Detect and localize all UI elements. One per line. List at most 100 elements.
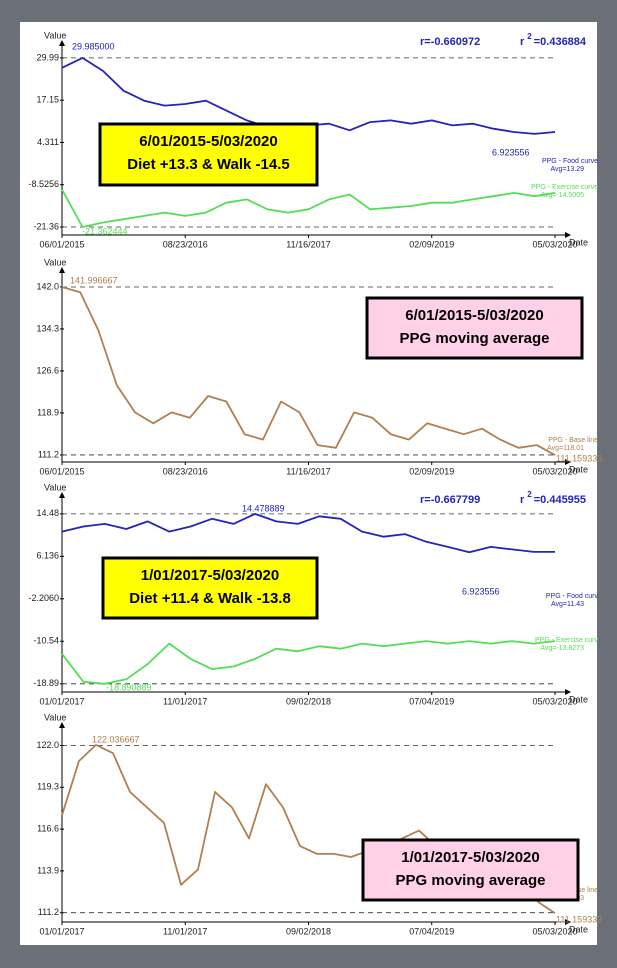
y-tick-label: 113.9: [37, 865, 59, 875]
y-tick-label: -2.2060: [28, 593, 59, 603]
y-tick-label: 111.2: [38, 449, 59, 459]
period-box: [361, 838, 580, 902]
x-arrow: [565, 919, 571, 925]
x-tick-label: 07/04/2019: [409, 696, 454, 706]
y-tick-label: -8.5256: [28, 179, 59, 189]
x-axis-label: Date: [569, 924, 588, 934]
r-squared-symbol: r: [520, 36, 525, 48]
x-tick-label: 06/01/2015: [39, 466, 84, 476]
x-axis-label: Date: [569, 464, 588, 474]
r-value: r=-0.667799: [420, 494, 480, 506]
x-tick-label: 05/03/2020: [532, 466, 577, 476]
period-box-text: 6/01/2015-5/03/2020: [139, 133, 277, 150]
point-label: 14.478889: [242, 503, 285, 513]
y-tick-label: 17.15: [36, 95, 59, 105]
legend-name: PPG - Base line: [548, 437, 598, 444]
legend-name: PPG - Food curv: [546, 593, 599, 600]
x-tick-label: 05/03/2020: [532, 926, 577, 936]
x-tick-label: 11/01/2017: [163, 696, 207, 706]
period-box-text: 6/01/2015-5/03/2020: [405, 307, 543, 324]
point-label: -18.890889: [106, 682, 152, 692]
y-tick-label: 6.136: [36, 551, 59, 561]
x-axis-label: Date: [569, 237, 588, 247]
x-tick-label: 01/01/2017: [39, 926, 84, 936]
period-box-text: PPG moving average: [399, 330, 549, 347]
point-label: 141.996667: [70, 275, 118, 285]
r-value: r=-0.660972: [420, 36, 480, 48]
period-box: [98, 122, 319, 187]
y-tick-label: 134.3: [36, 323, 59, 333]
y-tick-label: 126.6: [36, 365, 59, 375]
point-label: -21.362444: [82, 226, 128, 236]
period-box-text: PPG moving average: [395, 872, 545, 889]
x-tick-label: 07/04/2019: [409, 926, 454, 936]
x-tick-label: 08/23/2016: [163, 239, 208, 249]
period-box-text: 1/01/2017-5/03/2020: [401, 849, 539, 866]
point-label: 111.159333: [556, 914, 602, 924]
x-tick-label: 02/09/2019: [409, 466, 454, 476]
r-squared-power: 2: [527, 490, 532, 499]
y-tick-label: 116.6: [37, 823, 59, 833]
r-squared-power: 2: [527, 32, 532, 41]
y-tick-label: -21.36: [33, 221, 59, 231]
point-label: 122.036667: [92, 734, 140, 744]
r-squared-value: =0.436884: [534, 36, 587, 48]
y-tick-label: 119.3: [37, 782, 59, 792]
y-tick-label: 118.9: [37, 407, 59, 417]
x-arrow: [565, 232, 571, 238]
series-line: [61, 189, 556, 228]
legend-note: Avg=11.43: [551, 601, 584, 608]
x-tick-label: 11/01/2017: [163, 926, 207, 936]
x-tick-label: 11/16/2017: [286, 466, 330, 476]
point-label: 6.923556: [492, 147, 530, 157]
y-tick-label: -10.54: [33, 636, 59, 646]
x-tick-label: 09/02/2018: [286, 926, 331, 936]
x-tick-label: 02/09/2019: [409, 239, 454, 249]
legend-name: PPG - Food curve: [542, 158, 598, 165]
period-box: [101, 556, 319, 620]
point-label: 29.985000: [72, 41, 115, 51]
period-box-text: 1/01/2017-5/03/2020: [141, 567, 279, 584]
period-box: [365, 296, 584, 360]
x-tick-label: 05/03/2020: [532, 696, 577, 706]
legend-note: Avg=-14.5005: [540, 192, 584, 199]
point-label: 111.159333: [556, 453, 602, 463]
r-squared: r 2 =0.445955: [520, 490, 586, 506]
point-label: 6.923556: [462, 586, 500, 596]
series-line: [61, 640, 556, 685]
period-box-text: Diet +13.3 & Walk -14.5: [127, 156, 289, 173]
x-arrow: [565, 689, 571, 695]
r-squared-value: =0.445955: [534, 494, 586, 506]
y-axis-label: Value: [44, 712, 66, 722]
y-tick-label: 122.0: [36, 740, 59, 750]
y-tick-label: 142.0: [36, 281, 59, 291]
y-tick-label: 111.2: [38, 907, 59, 917]
x-axis-label: Date: [569, 694, 588, 704]
y-tick-label: -18.89: [33, 678, 59, 688]
x-tick-label: 09/02/2018: [286, 696, 331, 706]
y-axis-label: Value: [44, 30, 66, 40]
y-arrow: [59, 722, 65, 728]
series-line: [61, 286, 556, 456]
period-box-text: Diet +11.4 & Walk -13.8: [129, 590, 291, 607]
y-arrow: [59, 40, 65, 46]
legend-note: Avg=13.29: [550, 166, 584, 173]
x-arrow: [565, 459, 571, 465]
x-tick-label: 11/16/2017: [286, 239, 330, 249]
x-tick-label: 01/01/2017: [39, 696, 84, 706]
series-line: [61, 513, 555, 554]
legend-name: PPG - Exercise curv: [535, 637, 599, 644]
y-tick-label: 4.311: [37, 137, 59, 147]
r-squared-symbol: r: [520, 494, 525, 506]
y-arrow: [59, 267, 65, 273]
y-tick-label: 14.48: [36, 508, 59, 518]
x-tick-label: 08/23/2016: [163, 466, 208, 476]
x-tick-label: 05/03/2020: [532, 239, 577, 249]
x-tick-label: 06/01/2015: [39, 239, 84, 249]
legend-name: PPG - Exercise curve: [531, 184, 598, 191]
legend-note: Avg=-13.8273: [540, 645, 584, 652]
y-arrow: [59, 492, 65, 498]
y-tick-label: 29.99: [36, 52, 59, 62]
